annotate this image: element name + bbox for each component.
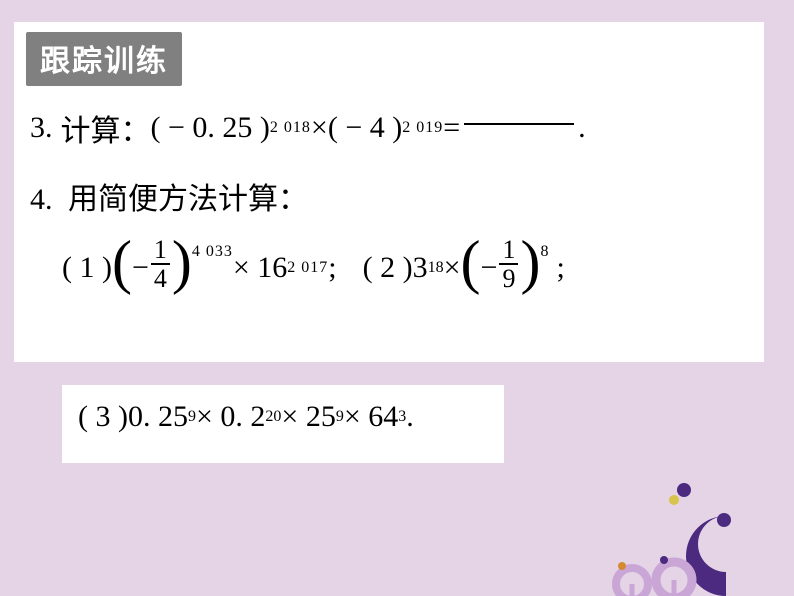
sub3-times3: × 64 (344, 400, 398, 434)
sub1-den: 4 (151, 265, 170, 292)
sub2-fraction: 1 9 (499, 236, 518, 293)
section-header: 跟踪训练 (26, 32, 182, 86)
sub1-index: ( 1 ) (62, 251, 112, 285)
p3-baseB: ( − 4 ) (328, 111, 402, 145)
answer-blank[interactable] (464, 123, 574, 125)
sub1-minus: − (132, 251, 149, 285)
sub2-base: 3 (413, 251, 428, 285)
sub1-fraction: 1 4 (151, 236, 170, 293)
sub3-e1: 9 (188, 408, 196, 426)
p3-eq: = (443, 111, 460, 145)
sub3-tail: . (406, 400, 414, 434)
problem-4: 4. 用简便方法计算： (30, 174, 308, 218)
sub3-index: ( 3 ) (78, 400, 128, 434)
p3-period: . (578, 111, 586, 145)
problem-4-prompt: 用简便方法计算： (68, 183, 308, 216)
lparen2-icon: ( (461, 241, 481, 283)
problem-4-row: ( 1 ) ( − 1 4 )4 033 × 162 017 ; ( 2 ) 3… (62, 240, 565, 297)
sub2-index: ( 2 ) (363, 251, 413, 285)
rparen-icon: ) (172, 241, 192, 283)
problem-4-index: 4. (30, 183, 53, 216)
sub3-times2: × 25 (281, 400, 335, 434)
problem-3-prompt: 计算： (61, 106, 151, 150)
sub2-num: 1 (499, 236, 518, 265)
p3-expB: 2 019 (402, 119, 443, 137)
sub1-tail: ; (328, 251, 336, 285)
sub1-exp2: 2 017 (287, 259, 328, 277)
sub2-times: × (444, 251, 461, 285)
header-text: 跟踪训练 (40, 45, 168, 78)
sub1-exp1: 4 033 (192, 243, 233, 261)
flourish-icon (556, 456, 776, 596)
problem-3-index: 3. (30, 111, 53, 145)
sub2-den: 9 (499, 265, 518, 292)
p3-baseA: ( − 0. 25 ) (151, 111, 270, 145)
sub1-num: 1 (151, 236, 170, 265)
sub2-exp2: 8 (540, 243, 548, 261)
sub3-times1: × 0. 2 (196, 400, 265, 434)
sub2-minus: − (481, 251, 498, 285)
sub3-t1: 0. 25 (128, 400, 188, 434)
sub3-e2: 20 (265, 408, 281, 426)
sub2-tail: ; (556, 251, 564, 285)
sub1-times: × 16 (233, 251, 287, 285)
p3-expA: 2 018 (270, 119, 311, 137)
problem-3: 3. 计算： ( − 0. 25 )2 018 × ( − 4 )2 019 =… (30, 106, 586, 150)
sub2-exp1: 18 (428, 259, 444, 277)
sub3-e4: 3 (398, 408, 406, 426)
lparen-icon: ( (112, 241, 132, 283)
sub3-e3: 9 (336, 408, 344, 426)
p3-times: × (311, 111, 328, 145)
rparen2-icon: ) (520, 241, 540, 283)
problem-4-sub3: ( 3 ) 0. 259 × 0. 220 × 259 × 643 . (78, 400, 414, 434)
